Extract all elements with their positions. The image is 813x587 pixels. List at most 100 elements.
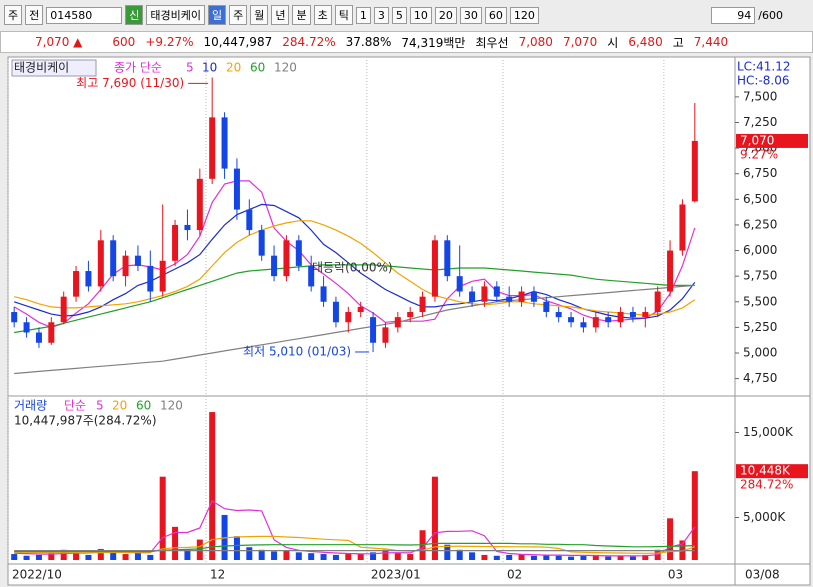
badge: 신: [125, 5, 144, 25]
lc: LC:41.12: [737, 60, 790, 74]
volume-bar: [518, 554, 525, 560]
candle-body: [271, 255, 278, 277]
interval[interactable]: 60: [484, 6, 507, 24]
candle-body: [481, 286, 488, 302]
turnover: 37.88%: [345, 35, 392, 49]
y-tick-label: 5,750: [743, 269, 777, 283]
candle-body: [134, 255, 141, 266]
candle-body: [332, 301, 339, 323]
last-volume-box: [736, 464, 808, 479]
high-note: 최고 7,690 (11/30): [76, 76, 184, 90]
legend-item: 5: [96, 399, 104, 413]
legend-item: 60: [250, 61, 265, 75]
volume-bar: [629, 556, 636, 560]
interval[interactable]: 5: [391, 6, 407, 24]
period[interactable]: 주: [229, 5, 248, 25]
x-tick-label: 2023/01: [371, 568, 421, 582]
period[interactable]: 일: [207, 5, 227, 25]
volume-bar: [444, 544, 451, 560]
volume-bar: [73, 552, 80, 560]
y-tick-label: 5,500: [743, 294, 777, 308]
ma-line: [14, 535, 695, 554]
volume-bar: [555, 555, 562, 560]
volume-bar: [530, 555, 537, 560]
volume-bar: [295, 552, 302, 560]
candle-body: [11, 312, 18, 323]
candle-body: [580, 322, 587, 328]
candle-body: [691, 140, 698, 202]
quote-bar: 7,070 ▲ 600 +9.27% 10,447,987 284.72% 37…: [0, 31, 813, 53]
volume-bar: [271, 551, 278, 560]
candle-body: [110, 240, 117, 277]
last-date: 03/08: [745, 568, 780, 582]
legend-box: [11, 59, 97, 77]
period[interactable]: 초: [313, 5, 332, 25]
legend-item: 종가 단순: [114, 61, 162, 75]
volume-bar: [320, 554, 327, 560]
period[interactable]: 틱: [334, 5, 353, 25]
volume-bar: [159, 476, 166, 560]
best-label: 최우선: [475, 35, 509, 50]
type[interactable]: 전: [25, 5, 44, 25]
candle-body: [654, 291, 661, 313]
volume-bar: [196, 539, 203, 560]
period[interactable]: 월: [250, 5, 269, 25]
candle-body: [73, 271, 80, 297]
high-label: 고: [672, 35, 684, 50]
code[interactable]: 014580: [46, 6, 123, 24]
volume-bar: [493, 555, 500, 560]
y-tick-label: 7,250: [743, 115, 777, 129]
interval[interactable]: 120: [509, 6, 539, 24]
ma-line: [14, 542, 695, 553]
y-tick-label: 7,500: [743, 89, 777, 103]
candle-body: [493, 286, 500, 297]
period[interactable]: 분: [292, 5, 311, 25]
count[interactable]: 94: [711, 6, 756, 24]
ma-line: [13, 180, 696, 329]
legend-item: 120: [274, 61, 297, 75]
interval[interactable]: 20: [434, 6, 457, 24]
candle-body: [320, 286, 327, 302]
candle-body: [592, 317, 599, 328]
candle-body: [617, 312, 624, 323]
mode[interactable]: 주: [4, 5, 23, 25]
candle-body: [394, 317, 401, 328]
open: 6,480: [628, 35, 663, 49]
candle-body: [518, 291, 525, 302]
interval[interactable]: 10: [409, 6, 432, 24]
open-label: 시: [607, 35, 619, 50]
candle-body: [469, 291, 476, 302]
x-tick-label: 12: [210, 568, 225, 582]
interval[interactable]: 30: [459, 6, 482, 24]
volume-bar: [357, 554, 364, 560]
interval[interactable]: 3: [373, 6, 389, 24]
interval[interactable]: 1: [355, 6, 371, 24]
candle-body: [85, 271, 92, 287]
volume-bar: [370, 552, 377, 560]
ma-line: [14, 264, 695, 334]
candle-body: [419, 296, 426, 313]
count-max: /600: [758, 8, 783, 22]
volume-bar: [85, 554, 92, 560]
volume-bar: [221, 514, 228, 560]
candle-body: [221, 117, 228, 169]
legend-item: 태경비케이: [14, 61, 69, 75]
ma-line: [14, 284, 695, 375]
candle-body: [209, 117, 216, 179]
y-tick-label: 6,000: [743, 243, 777, 257]
legend-item: 10: [202, 61, 217, 75]
candle-body: [568, 317, 575, 323]
volume-bar: [35, 554, 42, 560]
candle-body: [506, 296, 513, 302]
candle-body: [605, 317, 612, 323]
low-note: 최저 5,010 (01/03): [243, 344, 351, 358]
y-tick-label: 5,000K: [743, 510, 786, 524]
candle-body: [530, 291, 537, 302]
y-tick-label: 15,000K: [743, 425, 794, 439]
candle-body: [184, 224, 191, 231]
volume-bar: [184, 549, 191, 560]
volume-bar: [580, 555, 587, 560]
ma-line: [14, 203, 696, 319]
period[interactable]: 년: [271, 5, 290, 25]
